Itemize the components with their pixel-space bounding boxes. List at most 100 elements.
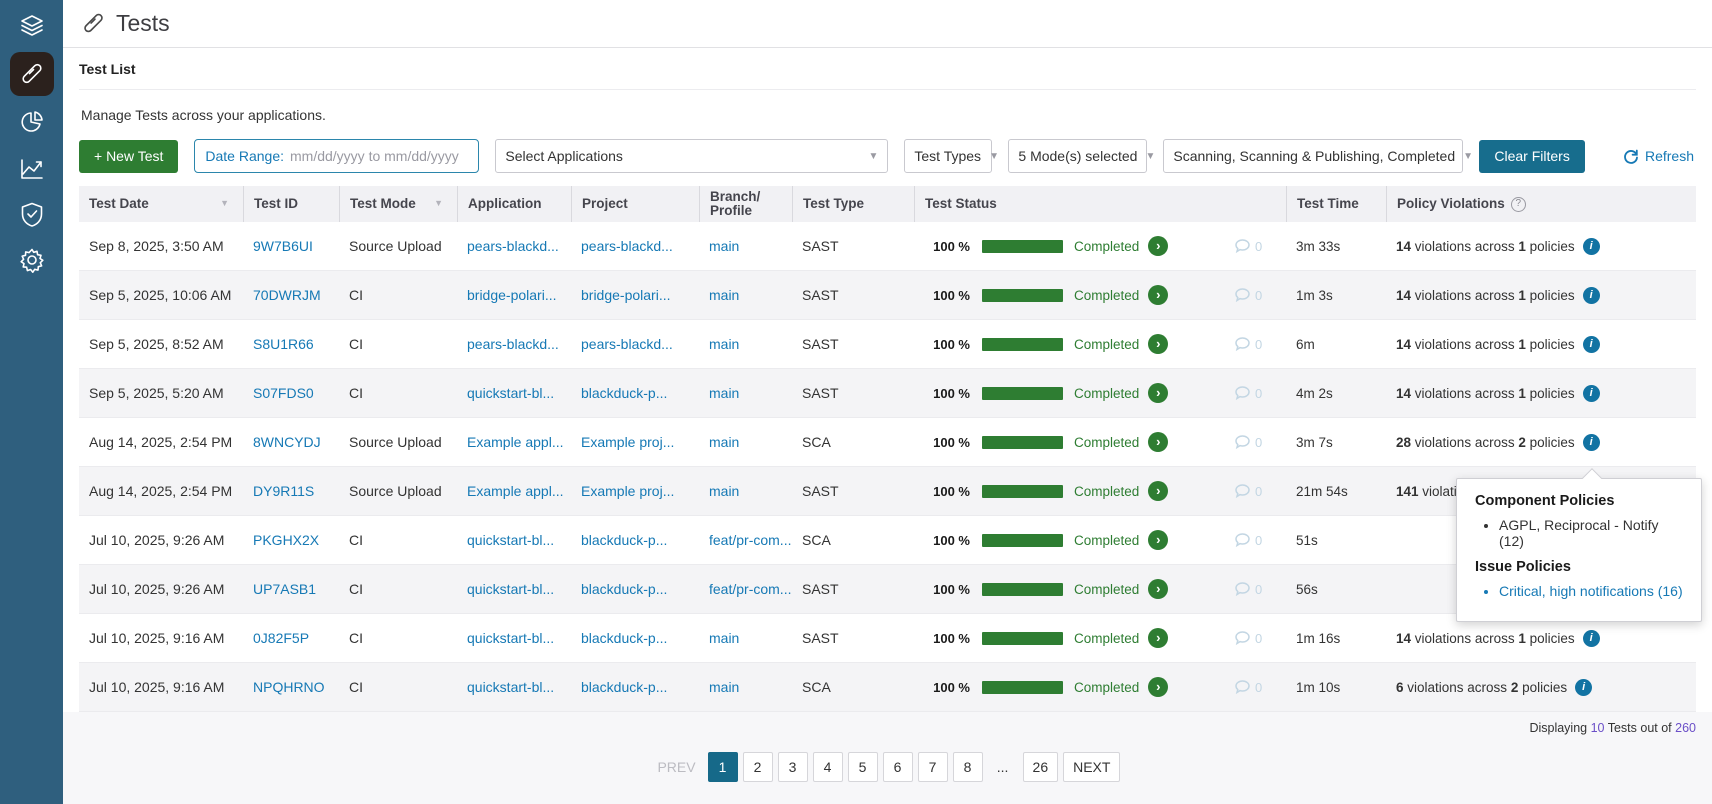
table-row[interactable]: Jul 10, 2025, 9:16 AM 0J82F5P CI quickst…	[79, 614, 1696, 663]
application-link[interactable]: quickstart-bl...	[467, 679, 554, 695]
cell-comments[interactable]: 0	[1224, 287, 1286, 303]
open-test-button[interactable]: ›	[1148, 236, 1168, 256]
test-types-select[interactable]: Test Types ▼	[904, 139, 992, 173]
test-modes-select[interactable]: 5 Mode(s) selected ▼	[1008, 139, 1147, 173]
info-icon[interactable]: i	[1575, 679, 1592, 696]
test-id-link[interactable]: 0J82F5P	[253, 630, 309, 646]
cell-comments[interactable]: 0	[1224, 532, 1286, 548]
date-range-input[interactable]	[290, 148, 468, 164]
open-test-button[interactable]: ›	[1148, 677, 1168, 697]
test-id-link[interactable]: S07FDS0	[253, 385, 314, 401]
refresh-button[interactable]: Refresh	[1623, 148, 1694, 164]
open-test-button[interactable]: ›	[1148, 383, 1168, 403]
pagination-page-6[interactable]: 6	[883, 752, 913, 782]
branch-link[interactable]: main	[709, 434, 739, 450]
pagination-page-1[interactable]: 1	[708, 752, 738, 782]
pagination-page-8[interactable]: 8	[953, 752, 983, 782]
table-row[interactable]: Sep 5, 2025, 5:20 AM S07FDS0 CI quicksta…	[79, 369, 1696, 418]
open-test-button[interactable]: ›	[1148, 334, 1168, 354]
branch-link[interactable]: feat/pr-com...	[709, 532, 791, 548]
branch-link[interactable]: feat/pr-com...	[709, 581, 791, 597]
info-icon[interactable]: i	[1583, 238, 1600, 255]
project-link[interactable]: blackduck-p...	[581, 385, 667, 401]
project-link[interactable]: Example proj...	[581, 434, 674, 450]
table-row[interactable]: Aug 14, 2025, 2:54 PM 8WNCYDJ Source Upl…	[79, 418, 1696, 467]
pagination-prev-button[interactable]: PREV	[655, 752, 699, 782]
test-id-link[interactable]: UP7ASB1	[253, 581, 316, 597]
info-icon[interactable]: i	[1583, 434, 1600, 451]
cell-comments[interactable]: 0	[1224, 385, 1286, 401]
pagination-page-26[interactable]: 26	[1023, 752, 1059, 782]
application-link[interactable]: pears-blackd...	[467, 336, 559, 352]
date-range-field[interactable]: Date Range:	[194, 139, 479, 173]
table-row[interactable]: Sep 5, 2025, 10:06 AM 70DWRJM CI bridge-…	[79, 271, 1696, 320]
test-id-link[interactable]: NPQHRNO	[253, 679, 325, 695]
test-id-link[interactable]: PKGHX2X	[253, 532, 319, 548]
project-link[interactable]: pears-blackd...	[581, 238, 673, 254]
cell-comments[interactable]: 0	[1224, 581, 1286, 597]
cell-comments[interactable]: 0	[1224, 679, 1286, 695]
pagination-page-2[interactable]: 2	[743, 752, 773, 782]
table-row[interactable]: Sep 5, 2025, 8:52 AM S8U1R66 CI pears-bl…	[79, 320, 1696, 369]
branch-link[interactable]: main	[709, 630, 739, 646]
pagination-page-4[interactable]: 4	[813, 752, 843, 782]
sidebar-item-settings[interactable]	[10, 240, 54, 280]
test-status-select[interactable]: Scanning, Scanning & Publishing, Complet…	[1163, 139, 1463, 173]
branch-link[interactable]: main	[709, 679, 739, 695]
application-link[interactable]: Example appl...	[467, 483, 564, 499]
branch-link[interactable]: main	[709, 238, 739, 254]
project-link[interactable]: blackduck-p...	[581, 532, 667, 548]
info-icon[interactable]: i	[1583, 336, 1600, 353]
branch-link[interactable]: main	[709, 385, 739, 401]
application-link[interactable]: pears-blackd...	[467, 238, 559, 254]
help-icon[interactable]: ?	[1511, 197, 1526, 212]
sidebar-item-tests[interactable]	[10, 52, 54, 96]
open-test-button[interactable]: ›	[1148, 628, 1168, 648]
application-link[interactable]: quickstart-bl...	[467, 630, 554, 646]
pagination-next-button[interactable]: NEXT	[1063, 752, 1120, 782]
sidebar-item-policies[interactable]	[10, 194, 54, 234]
test-id-link[interactable]: S8U1R66	[253, 336, 314, 352]
project-link[interactable]: blackduck-p...	[581, 581, 667, 597]
project-link[interactable]: pears-blackd...	[581, 336, 673, 352]
table-row[interactable]: Jul 10, 2025, 9:16 AM NPQHRNO CI quickst…	[79, 663, 1696, 712]
application-link[interactable]: quickstart-bl...	[467, 581, 554, 597]
application-link[interactable]: quickstart-bl...	[467, 532, 554, 548]
branch-link[interactable]: main	[709, 287, 739, 303]
test-id-link[interactable]: 8WNCYDJ	[253, 434, 321, 450]
application-link[interactable]: bridge-polari...	[467, 287, 557, 303]
cell-comments[interactable]: 0	[1224, 630, 1286, 646]
cell-comments[interactable]: 0	[1224, 238, 1286, 254]
sidebar-item-portfolio[interactable]	[10, 6, 54, 46]
applications-select[interactable]: Select Applications ▼	[495, 139, 888, 173]
pagination-page-7[interactable]: 7	[918, 752, 948, 782]
project-link[interactable]: bridge-polari...	[581, 287, 671, 303]
branch-link[interactable]: main	[709, 483, 739, 499]
project-link[interactable]: blackduck-p...	[581, 630, 667, 646]
sidebar-item-trends[interactable]	[10, 148, 54, 188]
test-id-link[interactable]: DY9R11S	[253, 483, 314, 499]
open-test-button[interactable]: ›	[1148, 432, 1168, 452]
sort-icon[interactable]: ▼	[220, 199, 229, 208]
table-row[interactable]: Sep 8, 2025, 3:50 AM 9W7B6UI Source Uplo…	[79, 222, 1696, 271]
column-header-test-mode[interactable]: Test Mode ▼	[339, 186, 457, 222]
clear-filters-button[interactable]: Clear Filters	[1479, 140, 1584, 173]
open-test-button[interactable]: ›	[1148, 285, 1168, 305]
open-test-button[interactable]: ›	[1148, 579, 1168, 599]
test-id-link[interactable]: 70DWRJM	[253, 287, 321, 303]
cell-comments[interactable]: 0	[1224, 336, 1286, 352]
branch-link[interactable]: main	[709, 336, 739, 352]
cell-comments[interactable]: 0	[1224, 434, 1286, 450]
table-row[interactable]: Aug 14, 2025, 2:54 PM DY9R11S Source Upl…	[79, 467, 1696, 516]
info-icon[interactable]: i	[1583, 630, 1600, 647]
project-link[interactable]: Example proj...	[581, 483, 674, 499]
table-row[interactable]: Jul 10, 2025, 9:26 AM PKGHX2X CI quickst…	[79, 516, 1696, 565]
sidebar-item-reports[interactable]	[10, 102, 54, 142]
new-test-button[interactable]: + New Test	[79, 140, 178, 173]
info-icon[interactable]: i	[1583, 385, 1600, 402]
issue-policy-link[interactable]: Critical, high notifications (16)	[1499, 583, 1683, 599]
sort-icon[interactable]: ▼	[434, 199, 443, 208]
project-link[interactable]: blackduck-p...	[581, 679, 667, 695]
open-test-button[interactable]: ›	[1148, 481, 1168, 501]
column-header-test-date[interactable]: Test Date ▼	[79, 186, 243, 222]
